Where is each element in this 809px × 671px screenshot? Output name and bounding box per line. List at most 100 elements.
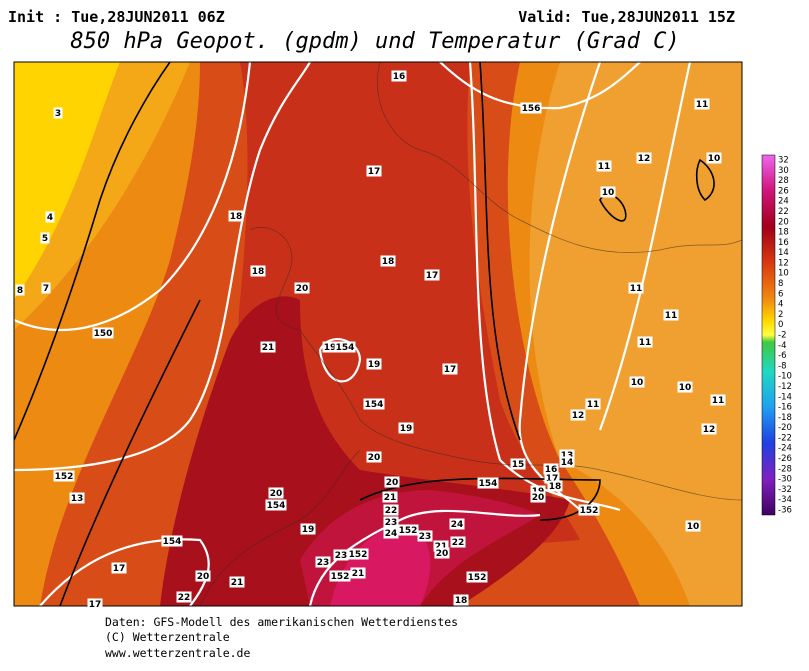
footer-line: Daten: GFS-Modell des amerikanischen Wet… xyxy=(105,615,458,629)
contour-label: 154 xyxy=(163,537,182,547)
label-box xyxy=(636,152,652,164)
colorbar-label: 26 xyxy=(778,186,789,196)
label-box xyxy=(322,341,338,353)
label-box xyxy=(383,527,399,539)
contour-label: 154 xyxy=(336,343,355,353)
colorbar-label: 0 xyxy=(778,320,783,330)
valid-time: Valid: Tue,28JUN2011 15Z xyxy=(518,8,735,26)
label-box xyxy=(176,591,192,603)
colorbar-label: -6 xyxy=(778,351,786,361)
colorbar-label: 30 xyxy=(778,166,789,176)
contour-label: 10 xyxy=(631,378,644,388)
label-box xyxy=(417,530,433,542)
colorbar-label: 22 xyxy=(778,207,789,217)
label-box xyxy=(265,499,287,511)
colorbar-label: -28 xyxy=(778,464,792,474)
contour-label: 17 xyxy=(89,600,102,610)
contour-label: 18 xyxy=(549,482,562,492)
label-box xyxy=(477,477,499,489)
contour-label: 152 xyxy=(331,572,350,582)
label-box xyxy=(424,269,440,281)
label-box xyxy=(530,491,546,503)
label-box xyxy=(663,309,679,321)
label-box xyxy=(329,570,351,582)
colorbar-label: 2 xyxy=(778,310,783,320)
contour-label: 21 xyxy=(262,343,275,353)
colorbar-label: -36 xyxy=(778,506,792,516)
contour-label: 24 xyxy=(385,529,398,539)
label-box xyxy=(384,476,400,488)
label-box xyxy=(87,598,103,610)
label-box xyxy=(600,186,616,198)
label-box xyxy=(294,282,310,294)
contour-label: 20 xyxy=(368,453,381,463)
contour-label: 23 xyxy=(419,532,432,542)
label-box xyxy=(543,463,559,475)
contour-label: 20 xyxy=(436,549,449,559)
label-box xyxy=(111,562,127,574)
contour-label: 8 xyxy=(17,286,23,296)
label-box xyxy=(334,341,356,353)
contour-label: 24 xyxy=(451,520,464,530)
label-box xyxy=(442,363,458,375)
init-time: Init : Tue,28JUN2011 06Z xyxy=(8,8,225,26)
contour-label: 11 xyxy=(665,311,678,321)
label-box xyxy=(559,456,575,468)
contour-label: 21 xyxy=(352,569,365,579)
label-box xyxy=(685,520,701,532)
footer-line: www.wetterzentrale.de xyxy=(105,646,250,660)
label-box xyxy=(347,548,369,560)
contour-label: 21 xyxy=(435,542,448,552)
contour-label: 152 xyxy=(399,526,418,536)
label-box xyxy=(363,398,385,410)
contour-label: 19 xyxy=(400,424,413,434)
contour-label: 12 xyxy=(703,425,716,435)
label-box xyxy=(434,547,450,559)
contour-label: 19 xyxy=(302,525,315,535)
label-box xyxy=(677,381,693,393)
label-box xyxy=(350,567,366,579)
label-box xyxy=(315,556,331,568)
contour-label: 12 xyxy=(572,411,585,421)
colorbar-label: -26 xyxy=(778,454,792,464)
contour-label: 152 xyxy=(349,550,368,560)
colorbar-label: -24 xyxy=(778,444,792,454)
colorbar-label: -12 xyxy=(778,382,792,392)
contour-label: 22 xyxy=(452,538,465,548)
colorbar-label: 10 xyxy=(778,269,789,279)
label-box xyxy=(366,451,382,463)
label-box xyxy=(520,102,542,114)
footer-line: (C) Wetterzentrale xyxy=(105,630,230,644)
contour-label: 11 xyxy=(639,338,652,348)
label-box xyxy=(629,376,645,388)
contour-label: 152 xyxy=(55,472,74,482)
label-box xyxy=(578,504,600,516)
label-box xyxy=(706,152,722,164)
contour-label: 19 xyxy=(324,343,337,353)
contour-label: 16 xyxy=(393,72,406,82)
label-box xyxy=(92,327,114,339)
colorbar-label: 28 xyxy=(778,176,789,186)
contour-label: 5 xyxy=(42,234,48,244)
label-box xyxy=(53,470,75,482)
contour-label: 20 xyxy=(296,284,309,294)
contour-label: 21 xyxy=(231,578,244,588)
colorbar-label: -32 xyxy=(778,485,792,495)
contour-label: 17 xyxy=(444,365,457,375)
colorbar-label: 14 xyxy=(778,248,789,258)
label-box xyxy=(333,549,349,561)
contour-label: 10 xyxy=(602,188,615,198)
label-box xyxy=(453,594,469,606)
label-box xyxy=(41,282,51,294)
contour-label: 15 xyxy=(512,460,525,470)
contour-label: 3 xyxy=(55,109,61,119)
label-box xyxy=(228,210,244,222)
contour-label: 22 xyxy=(178,593,191,603)
label-box xyxy=(366,358,382,370)
label-box xyxy=(559,449,575,461)
label-box xyxy=(397,524,419,536)
contour-label: 4 xyxy=(47,213,53,223)
label-box xyxy=(628,282,644,294)
label-box xyxy=(544,472,560,484)
colorbar-label: -2 xyxy=(778,331,786,341)
